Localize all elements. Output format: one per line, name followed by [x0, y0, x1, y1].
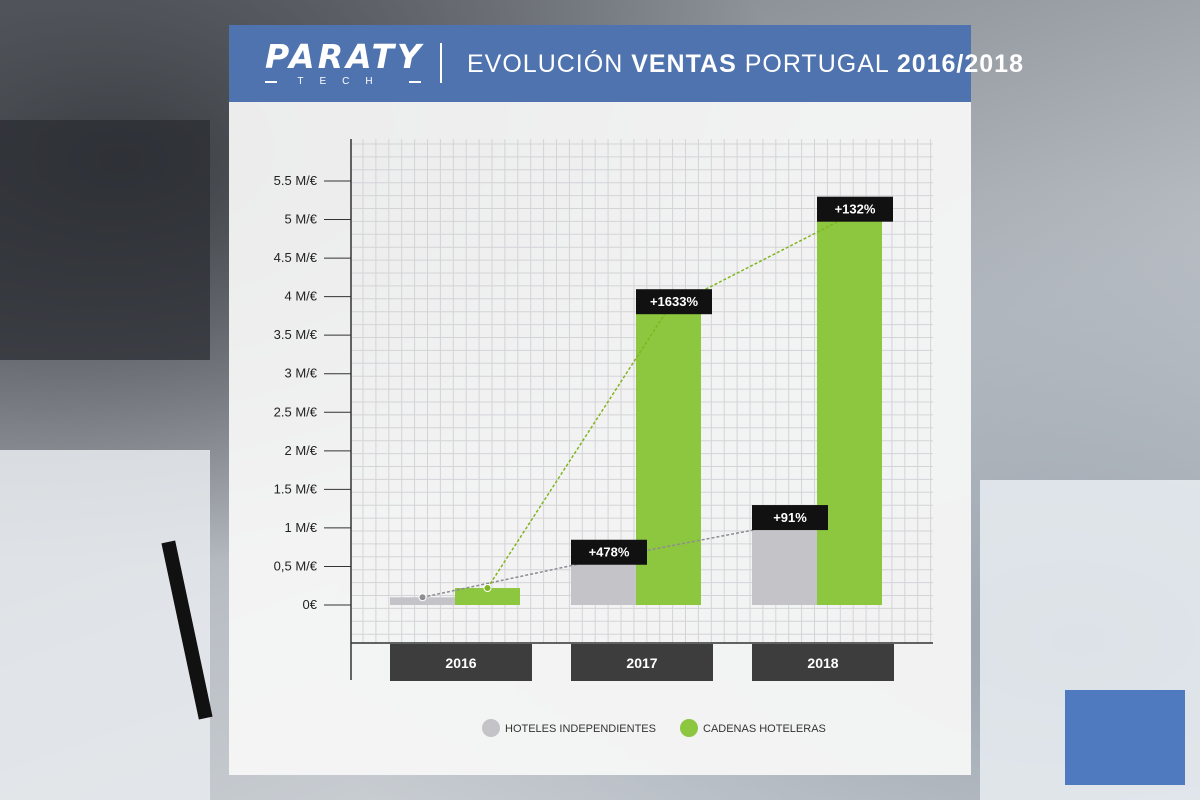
category-box-2017: [571, 644, 713, 681]
chart-legend: HOTELES INDEPENDIENTES CADENAS HOTELERAS: [482, 719, 826, 737]
background-papers-left: [0, 450, 210, 800]
title-part-1: EVOLUCIÓN: [467, 50, 632, 78]
category-label-2017: 2017: [626, 655, 657, 671]
category-box-2016: [390, 644, 532, 681]
y-tick-label: 2 M/€: [284, 443, 317, 458]
bar-chains-2018: [817, 215, 882, 605]
sales-bar-chart: 0€ 0,5 M/€ 1 M/€ 1.5 M/€ 2 M/€ 2.5 M/€ 3 M/€ 3.…: [274, 139, 933, 737]
header-bar: PARATY TECH EVOLUCIÓN VENTAS PORTUGAL 20…: [229, 25, 1023, 102]
title-part-4: 2016/2018: [896, 50, 1024, 78]
y-axis-ticks: 0€ 0,5 M/€ 1 M/€ 1.5 M/€ 2 M/€ 2.5 M/€ 3 M/€ 3.…: [274, 173, 351, 612]
y-tick-label: 3 M/€: [284, 366, 317, 381]
chart-axes: [350, 139, 933, 680]
legend-swatch-0: [482, 719, 500, 737]
data-label: +91%: [773, 510, 807, 525]
data-label: +1633%: [650, 294, 699, 309]
data-label-box: [817, 196, 893, 222]
header-divider: [440, 43, 442, 83]
legend-swatch-1: [680, 719, 698, 737]
title-part-3: PORTUGAL: [736, 50, 897, 78]
legend-label-1: CADENAS HOTELERAS: [703, 723, 826, 735]
y-tick-label: 0,5 M/€: [274, 558, 318, 573]
background-blue-chart: [1065, 690, 1185, 785]
data-label-box: [752, 505, 828, 531]
y-tick-label: 1.5 M/€: [274, 481, 318, 496]
y-tick-label: 4.5 M/€: [274, 250, 318, 265]
point-independent: [418, 593, 427, 602]
background-calculator: [0, 120, 210, 360]
legend-label-0: HOTELES INDEPENDIENTES: [505, 723, 656, 735]
data-label: +478%: [589, 545, 630, 560]
chart-title: EVOLUCIÓN VENTAS PORTUGAL 2016/2018: [467, 47, 1024, 81]
category-axis: 2016 2017 2018: [390, 644, 894, 681]
title-part-2: VENTAS: [631, 50, 737, 78]
bar-chains-2016: [455, 588, 520, 605]
data-label-box: [636, 289, 712, 315]
y-tick-label: 4 M/€: [284, 289, 317, 304]
category-label-2016: 2016: [445, 655, 476, 671]
data-label: +132%: [835, 202, 876, 217]
chart-bars: [390, 215, 882, 605]
y-tick-label: 5 M/€: [284, 212, 317, 227]
bar-independent-2018: [752, 524, 817, 605]
brand-logo-subtitle: TECH: [265, 75, 421, 89]
background-pen: [161, 540, 213, 720]
infographic-card: PARATY TECH EVOLUCIÓN VENTAS PORTUGAL 20…: [229, 25, 1023, 775]
y-tick-label: 1 M/€: [284, 520, 317, 535]
point-chains: [483, 584, 492, 593]
y-tick-label: 3.5 M/€: [274, 327, 318, 342]
trend-line-chains: [486, 215, 850, 589]
y-tick-label: 2.5 M/€: [274, 404, 318, 419]
data-labels: +478% +91% +1633% +132%: [571, 196, 893, 565]
y-tick-label: 0€: [303, 597, 318, 612]
category-box-2018: [752, 644, 894, 681]
y-tick-label: 5.5 M/€: [274, 173, 318, 188]
bar-independent-2017: [571, 558, 636, 605]
data-label-box: [571, 539, 647, 565]
brand-logo: PARATY: [265, 37, 424, 76]
category-label-2018: 2018: [807, 655, 838, 671]
